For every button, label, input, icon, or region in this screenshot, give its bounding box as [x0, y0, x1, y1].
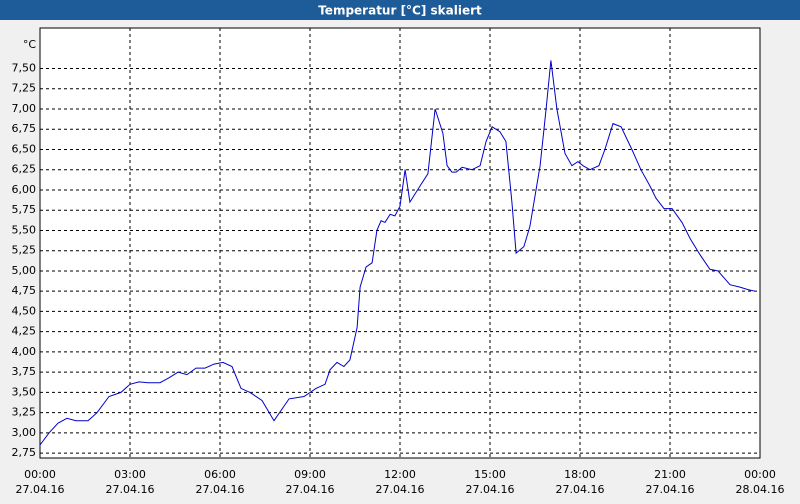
x-tick-label: 21:00: [654, 468, 686, 481]
y-tick-label: 6,50: [12, 142, 37, 155]
y-tick-label: 3,25: [12, 406, 37, 419]
x-tick-label: 18:00: [564, 468, 596, 481]
x-tick-label: 03:00: [114, 468, 146, 481]
x-tick-date: 27.04.16: [286, 483, 335, 496]
y-tick-label: 7,25: [12, 82, 37, 95]
y-tick-label: 5,00: [12, 264, 37, 277]
y-tick-label: 6,00: [12, 183, 37, 196]
x-tick-date: 27.04.16: [646, 483, 695, 496]
plot-area: [39, 27, 761, 459]
x-tick-date: 27.04.16: [376, 483, 425, 496]
y-tick-label: 4,75: [12, 284, 37, 297]
x-tick-date: 28.04.16: [736, 483, 785, 496]
y-tick-label: 4,25: [12, 325, 37, 338]
y-tick-label: 5,50: [12, 223, 37, 236]
x-tick-label: 15:00: [474, 468, 506, 481]
x-tick-date: 27.04.16: [466, 483, 515, 496]
x-tick-label: 12:00: [384, 468, 416, 481]
x-tick-label: 09:00: [294, 468, 326, 481]
x-tick-label: 06:00: [204, 468, 236, 481]
y-tick-label: 4,50: [12, 304, 37, 317]
x-tick-label: 00:00: [744, 468, 776, 481]
x-tick-date: 27.04.16: [556, 483, 605, 496]
line-series: [39, 60, 756, 446]
x-tick-date: 27.04.16: [106, 483, 155, 496]
chart-title: Temperatur [°C] skaliert: [318, 4, 482, 18]
title-bar: [0, 0, 800, 20]
x-tick-date: 27.04.16: [16, 483, 65, 496]
y-tick-label: 3,75: [12, 365, 37, 378]
y-tick-label: 3,50: [12, 385, 37, 398]
y-tick-label: 5,75: [12, 203, 37, 216]
y-tick-label: 4,00: [12, 345, 37, 358]
x-tick-label: 00:00: [24, 468, 56, 481]
y-unit: °C: [23, 38, 37, 51]
y-tick-label: 3,00: [12, 426, 37, 439]
y-tick-label: 6,25: [12, 163, 37, 176]
y-tick-label: 7,50: [12, 61, 37, 74]
y-tick-label: 2,75: [12, 446, 37, 459]
y-tick-label: 7,00: [12, 102, 37, 115]
y-tick-label: 5,25: [12, 244, 37, 257]
x-tick-date: 27.04.16: [196, 483, 245, 496]
y-tick-label: 6,75: [12, 122, 37, 135]
